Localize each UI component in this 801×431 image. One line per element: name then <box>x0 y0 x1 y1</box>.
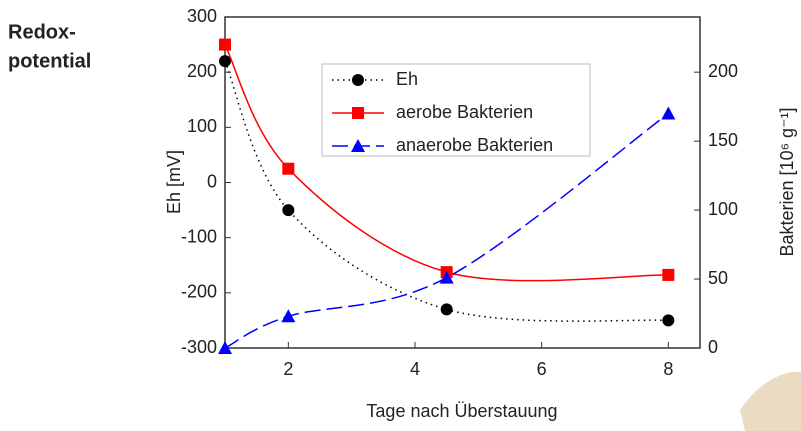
y-tick-label: 100 <box>187 116 217 136</box>
marker <box>219 55 231 67</box>
y-tick-label: -200 <box>181 282 217 302</box>
marker <box>662 269 674 281</box>
marker <box>441 303 453 315</box>
legend-marker <box>352 107 364 119</box>
y2-tick-label: 0 <box>708 337 718 357</box>
chart: Redox- potential Tage nach Überstauung E… <box>0 0 801 431</box>
legend-label: aerobe Bakterien <box>396 102 533 122</box>
annotation: potential <box>8 50 91 72</box>
x-tick-label: 2 <box>283 359 293 379</box>
y-tick-label: -100 <box>181 226 217 246</box>
x-tick-label: 8 <box>663 359 673 379</box>
y2-tick-label: 200 <box>708 61 738 81</box>
x-tick-label: 6 <box>537 359 547 379</box>
y-tick-label: 200 <box>187 61 217 81</box>
x-tick-label: 4 <box>410 359 420 379</box>
marker <box>281 309 295 322</box>
y2-tick-label: 100 <box>708 199 738 219</box>
y-tick-label: 300 <box>187 6 217 26</box>
marker <box>219 39 231 51</box>
marker <box>661 107 675 120</box>
y-tick-label: -300 <box>181 337 217 357</box>
y2-tick-label: 150 <box>708 130 738 150</box>
legend-marker <box>352 74 364 86</box>
marker <box>282 163 294 175</box>
y-tick-label: 0 <box>207 171 217 191</box>
legend-label: anaerobe Bakterien <box>396 135 553 155</box>
legend-label: Eh <box>396 69 418 89</box>
x-axis-label: Tage nach Überstauung <box>366 401 557 421</box>
y2-axis-label: Bakterien [10⁶ g⁻¹] <box>777 108 797 257</box>
y2-tick-label: 50 <box>708 268 728 288</box>
decoration <box>740 372 801 431</box>
marker <box>662 314 674 326</box>
annotation: Redox- <box>8 21 76 43</box>
marker <box>282 204 294 216</box>
y-axis-label: Eh [mV] <box>164 150 184 214</box>
